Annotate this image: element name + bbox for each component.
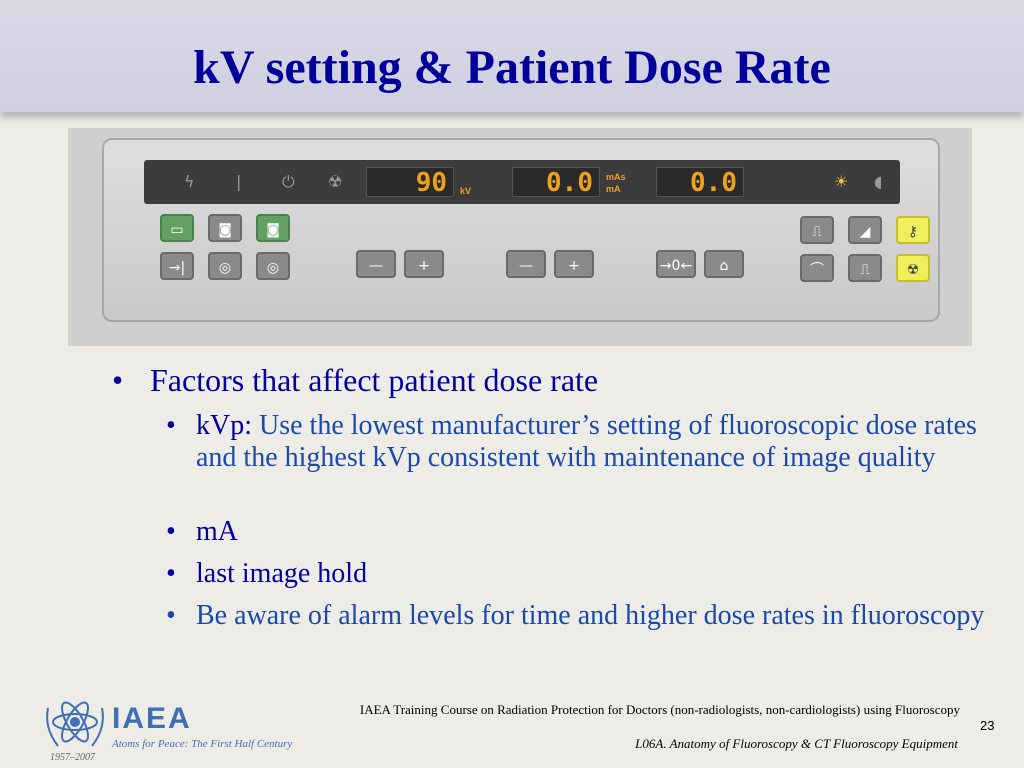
ma-minus-button[interactable]: — xyxy=(506,250,546,278)
control-console: ϟ | ⏻ ☢ 90 kV 0.0 mAs mA 0.0 ☀ ◖ ▭ ◙ ◙ →… xyxy=(102,138,940,322)
mode-button-2[interactable]: ◙ xyxy=(208,214,242,242)
iaea-years: 1957–2007 xyxy=(50,752,95,763)
alarm-bell-button[interactable]: ⌂ xyxy=(704,250,744,278)
curve-button[interactable]: ⌒ xyxy=(800,254,834,282)
page-number: 23 xyxy=(980,718,995,733)
camera-button-1[interactable]: ◎ xyxy=(208,252,242,280)
iaea-logo: IAEA Atoms for Peace: The First Half Cen… xyxy=(40,688,320,768)
kv-plus-button[interactable]: + xyxy=(404,250,444,278)
title-bar xyxy=(0,0,1024,112)
ma-plus-button[interactable]: + xyxy=(554,250,594,278)
key-button[interactable]: ⚷ xyxy=(896,216,930,244)
iaea-motto: Atoms for Peace: The First Half Century xyxy=(112,738,293,750)
flash-icon: ϟ xyxy=(184,172,195,191)
atom-laurel-icon xyxy=(46,701,104,747)
kvp-text: Use the lowest manufacturer’s setting of… xyxy=(196,410,977,473)
kv-display: 90 xyxy=(366,167,454,198)
ma-unit: mA xyxy=(606,184,621,194)
radiation-button[interactable]: ☢ xyxy=(896,254,930,282)
radiation-icon: ☢ xyxy=(328,172,343,191)
camera-button-2[interactable]: ◎ xyxy=(256,252,290,280)
iaea-wordmark: IAEA xyxy=(112,702,192,735)
time-display: 0.0 xyxy=(656,167,744,198)
ma-display: 0.0 xyxy=(512,167,600,198)
arrow-bar-button[interactable]: →| xyxy=(160,252,194,280)
kv-unit: kV xyxy=(460,186,472,196)
dose-level-button[interactable]: ◢ xyxy=(848,216,882,244)
mas-unit: mAs xyxy=(606,172,626,182)
horn-icon: ◖ xyxy=(874,172,883,191)
lamp-icon: ☀ xyxy=(834,172,849,191)
single-pulse-button[interactable]: ⎍ xyxy=(848,254,882,282)
green-mode-button-3[interactable]: ◙ xyxy=(256,214,290,242)
kvp-lead: kVp: xyxy=(196,410,252,441)
green-mode-button-1[interactable]: ▭ xyxy=(160,214,194,242)
pulse-mode-button[interactable]: ⎍ xyxy=(800,216,834,244)
reset-timer-button[interactable]: →0← xyxy=(656,250,696,278)
display-strip: ϟ | ⏻ ☢ 90 kV 0.0 mAs mA 0.0 ☀ ◖ xyxy=(144,160,900,204)
bullet-dot: • xyxy=(112,362,124,398)
course-title: IAEA Training Course on Radiation Protec… xyxy=(359,702,960,717)
lecture-title: L06A. Anatomy of Fluoroscopy & CT Fluoro… xyxy=(635,736,958,751)
kv-minus-button[interactable]: — xyxy=(356,250,396,278)
control-panel-photo: ϟ | ⏻ ☢ 90 kV 0.0 mAs mA 0.0 ☀ ◖ ▭ ◙ ◙ →… xyxy=(68,128,972,346)
indicator-icon: | xyxy=(236,172,242,191)
power-icon: ⏻ xyxy=(282,172,295,191)
slide-title: kV setting & Patient Dose Rate xyxy=(193,41,831,94)
